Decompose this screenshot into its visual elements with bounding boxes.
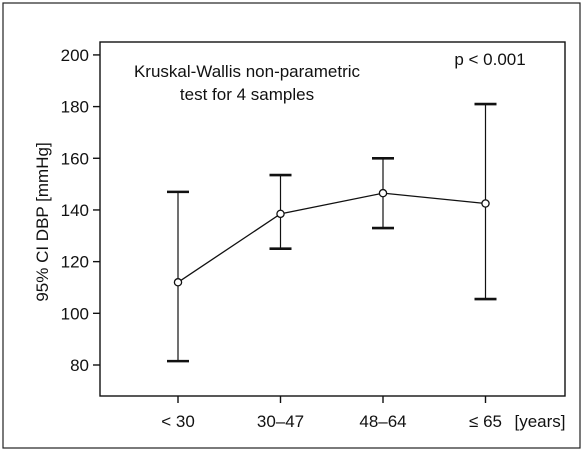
data-point: [481, 199, 490, 208]
data-point: [276, 209, 285, 219]
data-point: [173, 278, 183, 287]
test-annotation-line1: Kruskal-Wallis non-parametric: [134, 62, 361, 81]
x-tick-label: ≤ 65: [469, 412, 502, 431]
data-point: [378, 188, 388, 198]
test-annotation-line2: test for 4 samples: [180, 85, 314, 104]
y-tick-label: 120: [61, 253, 89, 272]
plot-area-frame: [99, 41, 566, 397]
data-marks: [167, 102, 497, 363]
x-tick-label: 30–47: [257, 412, 304, 431]
series-line: [177, 192, 486, 283]
y-tick-label: 180: [61, 98, 89, 117]
p-value-annotation: p < 0.001: [454, 50, 525, 69]
y-axis-title: 95% CI DBP [mmHg]: [33, 142, 52, 301]
y-tick-label: 200: [61, 46, 89, 65]
y-tick-label: 80: [70, 356, 89, 375]
y-tick-label: 100: [61, 304, 89, 323]
y-tick-label: 160: [61, 149, 89, 168]
x-axis-unit-label: [years]: [514, 412, 565, 431]
x-tick-label: < 30: [161, 412, 195, 431]
x-axis: < 30 30–47 48–64 ≤ 65: [161, 396, 502, 431]
y-axis: 80 100 120 140 160 180 200: [61, 46, 100, 375]
y-tick-label: 140: [61, 201, 89, 220]
x-tick-label: 48–64: [359, 412, 406, 431]
